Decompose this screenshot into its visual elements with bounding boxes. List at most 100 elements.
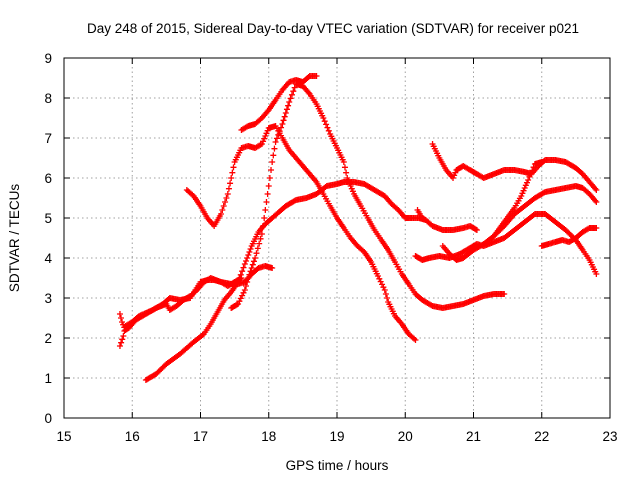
data-point [119,336,126,343]
data-point [313,73,320,79]
data-point [287,95,294,102]
data-point [246,249,253,255]
data-point [290,88,297,95]
data-point [237,271,244,278]
data-point [244,279,251,285]
x-tick-label: 15 [56,429,71,444]
data-point [592,197,599,204]
data-point [593,271,600,277]
data-point [340,159,347,165]
data-point [376,275,383,282]
x-axis-label: GPS time / hours [286,458,389,473]
data-point [349,188,356,195]
data-point [250,258,257,265]
y-tick-label: 7 [44,131,52,146]
data-point [120,321,127,328]
data-point [239,268,246,275]
data-point [246,271,253,278]
data-point [341,164,348,171]
data-point [217,211,224,217]
data-point [473,227,480,233]
data-point [501,291,508,297]
data-point [264,191,271,197]
data-point [280,117,287,124]
data-point [241,261,248,267]
data-point [262,207,269,213]
data-point [347,183,354,189]
data-point [286,99,293,105]
data-point [529,167,536,174]
data-point [229,169,236,176]
data-point [261,135,268,142]
x-tick-label: 23 [602,429,617,444]
data-point [285,102,292,109]
data-point [264,127,271,134]
data-point [265,183,272,189]
data-point [222,199,229,205]
data-point [291,84,298,91]
data-point [269,265,276,271]
data-point [266,175,273,181]
data-point [247,268,254,275]
y-tick-label: 6 [44,171,52,186]
data-point [243,258,249,264]
data-point [593,187,600,193]
data-point [344,175,351,181]
data-point [249,261,256,268]
data-point [233,301,240,308]
data-point [380,284,387,291]
data-point [288,91,295,98]
data-point [240,264,247,271]
series-track-l [538,225,600,249]
data-point [253,250,260,257]
data-point [518,193,525,199]
data-point [472,226,479,233]
data-point [521,185,528,191]
data-point [520,187,527,194]
y-tick-label: 2 [44,331,52,346]
data-point [283,106,290,113]
data-point [343,169,350,176]
data-point [224,191,231,197]
data-point [243,283,249,289]
data-point [384,295,391,301]
series-track-e [228,81,508,311]
series-track-f [238,73,320,133]
data-point [262,133,269,139]
data-point [276,128,283,135]
data-point [270,152,277,159]
data-point [263,130,270,137]
data-point [117,315,124,321]
data-point [261,215,268,221]
data-point [421,216,428,223]
data-point [248,265,255,271]
data-point [305,89,312,96]
data-point [451,172,458,179]
data-point [452,169,459,176]
series-track-k [490,183,600,239]
data-point [321,118,328,125]
y-tick-label: 3 [44,291,52,306]
y-tick-label: 8 [44,91,52,106]
data-point [593,225,600,231]
data-point [381,287,388,293]
data-point [522,182,529,189]
x-tick-label: 20 [398,429,413,444]
data-point [245,275,252,281]
data-point [272,139,279,145]
data-point [244,255,251,261]
data-point [235,279,242,285]
x-tick-label: 22 [534,429,549,444]
data-point [519,190,526,197]
data-point [119,319,126,325]
data-points [116,73,600,383]
series-track-c [142,179,480,383]
data-point [220,203,227,209]
data-point [527,170,534,177]
chart-title: Day 248 of 2015, Sidereal Day-to-day VTE… [87,21,579,36]
data-point [523,179,530,186]
data-point [382,291,389,297]
y-tick-label: 5 [44,211,52,226]
x-tick-label: 17 [193,429,208,444]
